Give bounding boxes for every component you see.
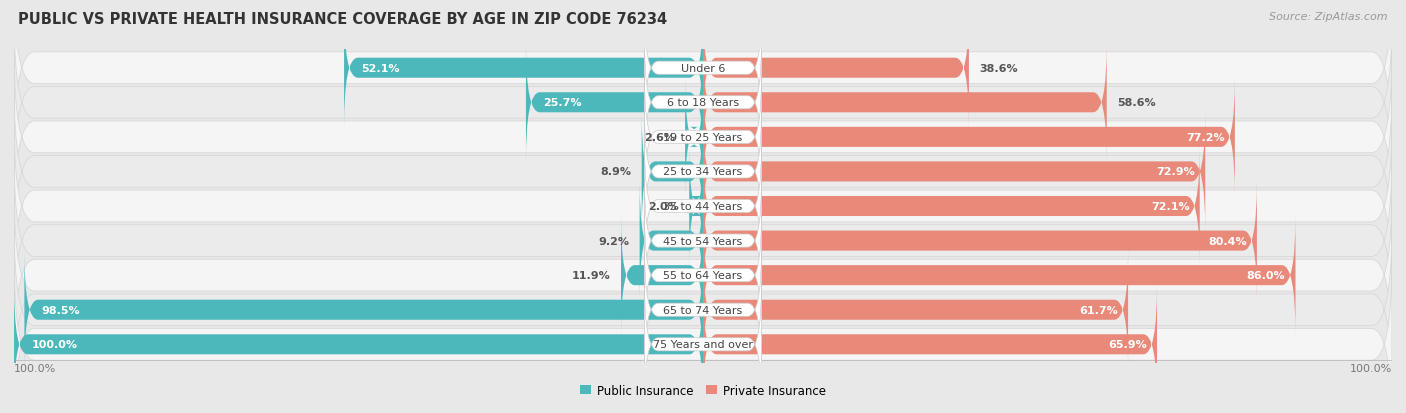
Text: 8.9%: 8.9% xyxy=(600,167,631,177)
Text: 45 to 54 Years: 45 to 54 Years xyxy=(664,236,742,246)
Text: 11.9%: 11.9% xyxy=(572,271,610,280)
Text: 100.0%: 100.0% xyxy=(1350,363,1392,373)
FancyBboxPatch shape xyxy=(703,251,1128,369)
FancyBboxPatch shape xyxy=(703,216,1295,335)
Text: 72.1%: 72.1% xyxy=(1150,202,1189,211)
Text: 61.7%: 61.7% xyxy=(1078,305,1118,315)
FancyBboxPatch shape xyxy=(14,50,1392,225)
Text: 2.0%: 2.0% xyxy=(648,202,679,211)
FancyBboxPatch shape xyxy=(14,188,1392,363)
FancyBboxPatch shape xyxy=(644,109,762,235)
FancyBboxPatch shape xyxy=(689,147,703,266)
Text: 52.1%: 52.1% xyxy=(361,64,399,74)
FancyBboxPatch shape xyxy=(14,119,1392,294)
FancyBboxPatch shape xyxy=(644,178,762,304)
FancyBboxPatch shape xyxy=(685,78,703,197)
FancyBboxPatch shape xyxy=(644,282,762,407)
FancyBboxPatch shape xyxy=(14,0,1392,156)
FancyBboxPatch shape xyxy=(640,182,703,300)
FancyBboxPatch shape xyxy=(14,153,1392,329)
Text: 100.0%: 100.0% xyxy=(14,363,56,373)
FancyBboxPatch shape xyxy=(703,44,1107,162)
FancyBboxPatch shape xyxy=(344,9,703,128)
Text: 100.0%: 100.0% xyxy=(31,339,77,349)
FancyBboxPatch shape xyxy=(644,40,762,166)
FancyBboxPatch shape xyxy=(14,84,1392,260)
Text: 2.6%: 2.6% xyxy=(644,133,675,142)
FancyBboxPatch shape xyxy=(644,144,762,269)
FancyBboxPatch shape xyxy=(703,9,969,128)
Text: 19 to 25 Years: 19 to 25 Years xyxy=(664,133,742,142)
FancyBboxPatch shape xyxy=(703,78,1234,197)
Text: 80.4%: 80.4% xyxy=(1208,236,1247,246)
Text: 86.0%: 86.0% xyxy=(1247,271,1285,280)
FancyBboxPatch shape xyxy=(644,213,762,338)
FancyBboxPatch shape xyxy=(14,222,1392,398)
Text: 6 to 18 Years: 6 to 18 Years xyxy=(666,98,740,108)
FancyBboxPatch shape xyxy=(703,182,1257,300)
Text: 25 to 34 Years: 25 to 34 Years xyxy=(664,167,742,177)
Text: 65 to 74 Years: 65 to 74 Years xyxy=(664,305,742,315)
FancyBboxPatch shape xyxy=(14,15,1392,191)
Text: 98.5%: 98.5% xyxy=(42,305,80,315)
FancyBboxPatch shape xyxy=(526,44,703,162)
Text: 35 to 44 Years: 35 to 44 Years xyxy=(664,202,742,211)
Text: 25.7%: 25.7% xyxy=(543,98,582,108)
FancyBboxPatch shape xyxy=(703,113,1205,231)
Text: 9.2%: 9.2% xyxy=(599,236,630,246)
Text: 58.6%: 58.6% xyxy=(1116,98,1156,108)
FancyBboxPatch shape xyxy=(703,147,1199,266)
Text: 72.9%: 72.9% xyxy=(1156,167,1195,177)
FancyBboxPatch shape xyxy=(644,247,762,373)
FancyBboxPatch shape xyxy=(641,113,703,231)
FancyBboxPatch shape xyxy=(24,251,703,369)
Text: 65.9%: 65.9% xyxy=(1108,339,1147,349)
FancyBboxPatch shape xyxy=(703,285,1157,404)
Text: Under 6: Under 6 xyxy=(681,64,725,74)
FancyBboxPatch shape xyxy=(621,216,703,335)
FancyBboxPatch shape xyxy=(644,75,762,200)
FancyBboxPatch shape xyxy=(14,285,703,404)
FancyBboxPatch shape xyxy=(644,6,762,131)
Text: Source: ZipAtlas.com: Source: ZipAtlas.com xyxy=(1270,12,1388,22)
Text: 77.2%: 77.2% xyxy=(1185,133,1225,142)
Text: 55 to 64 Years: 55 to 64 Years xyxy=(664,271,742,280)
Text: 75 Years and over: 75 Years and over xyxy=(652,339,754,349)
Text: PUBLIC VS PRIVATE HEALTH INSURANCE COVERAGE BY AGE IN ZIP CODE 76234: PUBLIC VS PRIVATE HEALTH INSURANCE COVER… xyxy=(18,12,668,27)
Legend: Public Insurance, Private Insurance: Public Insurance, Private Insurance xyxy=(575,379,831,401)
Text: 38.6%: 38.6% xyxy=(979,64,1018,74)
FancyBboxPatch shape xyxy=(14,257,1392,413)
